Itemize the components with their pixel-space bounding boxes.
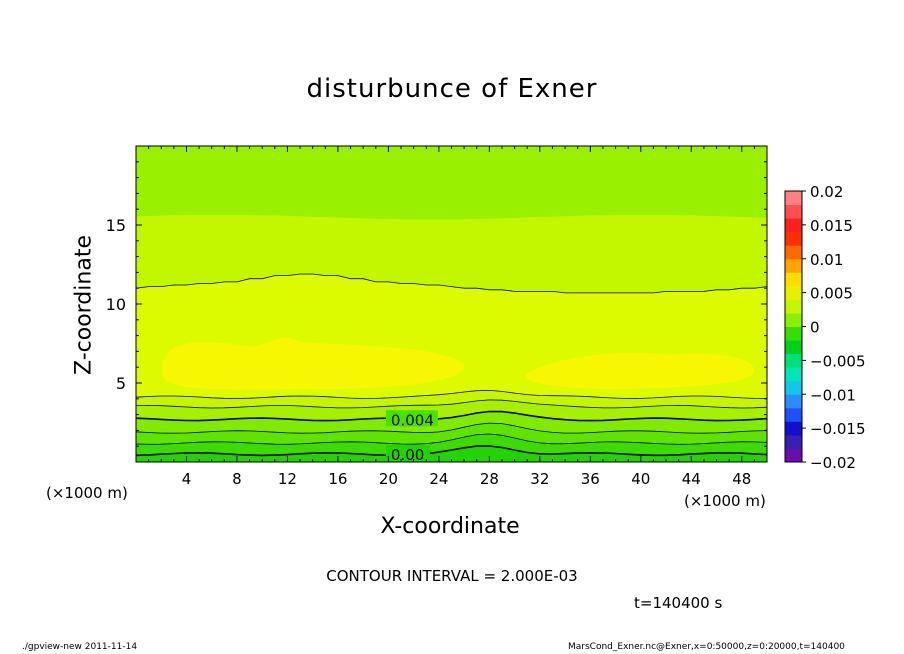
colorbar-cell: [785, 448, 802, 463]
contour-label-bg: [385, 445, 430, 460]
x-unit-left: (×1000 m): [46, 484, 128, 502]
x-tick-label: 32: [530, 470, 549, 488]
colorbar-cell: [785, 421, 802, 436]
region-core-left: [162, 337, 465, 390]
colorbar-cell: [785, 353, 802, 368]
colorbar-cell: [785, 434, 802, 449]
colorbar-cell: [785, 367, 802, 382]
colorbar-cell: [785, 285, 802, 300]
y-tick-label: 5: [116, 374, 126, 393]
contour-line: [135, 273, 768, 294]
colorbar-cell: [785, 272, 802, 287]
colorbar-cell: [785, 204, 802, 219]
footer-left: ./gpview-new 2011-11-14: [22, 642, 138, 652]
contour-line: [135, 445, 768, 457]
colorbar-tick-label: 0.005: [810, 285, 853, 303]
x-axis-label-text: X-coordinate: [380, 514, 520, 539]
colorbar-cell: [785, 191, 802, 206]
colorbar-cell: [785, 340, 802, 355]
colorbar-tick-label: 0.01: [810, 251, 843, 269]
colorbar-tick-label: 0.02: [810, 183, 843, 201]
colorbar-cell: [785, 258, 802, 273]
colorbar-tick-label: −0.015: [810, 420, 866, 438]
contour-label-bg: [385, 410, 438, 427]
x-tick-label: 44: [682, 470, 701, 488]
colorbar-cell: [785, 299, 802, 314]
contour-line: [135, 389, 768, 399]
x-tick-label: 4: [182, 470, 192, 488]
contour-line: [135, 422, 768, 434]
colorbar-cell: [785, 218, 802, 233]
colorbar-cell: [785, 407, 802, 422]
colorbar-cell: [785, 380, 802, 395]
colorbar-tick-label: −0.01: [810, 386, 856, 404]
x-tick-label: 8: [232, 470, 242, 488]
x-tick-label: 16: [328, 470, 347, 488]
x-tick-label: 40: [631, 470, 650, 488]
colorbar-cell: [785, 394, 802, 409]
colorbar-tick-label: −0.02: [810, 454, 856, 472]
x-tick-label: 48: [732, 470, 751, 488]
contour-interval: CONTOUR INTERVAL = 2.000E-03: [326, 567, 578, 585]
band-lower-6: [136, 446, 767, 462]
x-unit-right: (×1000 m): [684, 492, 766, 510]
x-tick-label: 28: [480, 470, 499, 488]
x-tick-label: 12: [278, 470, 297, 488]
time-label: t=140400 s: [634, 594, 723, 612]
x-tick-label: 36: [581, 470, 600, 488]
contour-label-0004: 0.004: [391, 411, 434, 429]
contour-line: [135, 399, 768, 409]
region-core-right: [525, 352, 755, 390]
contour-label-000: 0.00: [391, 446, 424, 464]
colorbar-tick-label: −0.005: [810, 352, 866, 370]
x-axis-label: X-coordinate: [0, 514, 904, 539]
contour-line: [135, 410, 768, 422]
contour-line: [135, 433, 768, 445]
colorbar-cell: [785, 245, 802, 260]
x-tick-label: 24: [429, 470, 448, 488]
colorbar-tick-label: 0.015: [810, 217, 853, 235]
footer-right: MarsCond_Exner.nc@Exner,x=0:50000,z=0:20…: [568, 642, 845, 652]
y-axis-label: Z-coordinate: [71, 235, 97, 375]
colorbar-cell: [785, 326, 802, 341]
colorbar-tick-label: 0: [810, 319, 820, 337]
colorbar-cell: [785, 231, 802, 246]
y-tick-label: 10: [106, 295, 126, 314]
chart-title: disturbunce of Exner: [306, 74, 598, 104]
x-tick-label: 20: [379, 470, 398, 488]
y-tick-label: 15: [106, 216, 126, 235]
colorbar-cell: [785, 312, 802, 327]
